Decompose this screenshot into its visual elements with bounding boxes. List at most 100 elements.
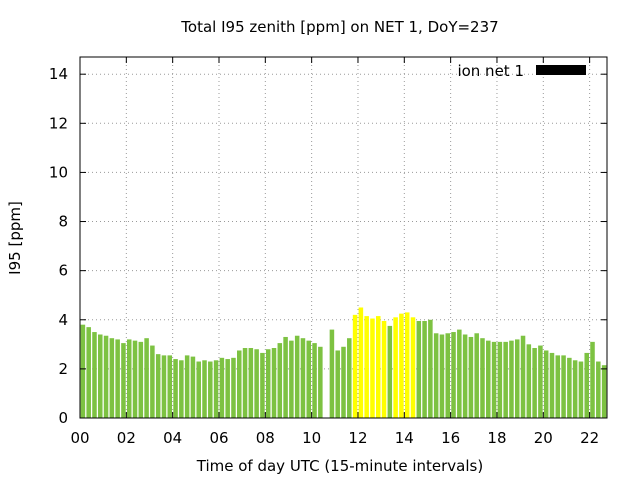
y-tick-label: 14 — [49, 65, 68, 83]
bar — [601, 365, 607, 418]
bar — [497, 341, 503, 418]
bar — [318, 346, 323, 418]
bar — [445, 333, 450, 418]
bar — [92, 332, 97, 418]
legend-swatch — [536, 65, 586, 75]
bar — [179, 360, 184, 418]
bar — [561, 355, 566, 418]
bar — [155, 354, 161, 418]
bar — [208, 361, 213, 418]
bar — [468, 336, 474, 418]
plot-frame — [79, 56, 608, 419]
x-axis-label: Time of day UTC (15-minute intervals) — [196, 457, 483, 475]
bar — [219, 357, 225, 418]
bar — [375, 316, 381, 418]
bar — [596, 361, 601, 418]
bar — [277, 343, 283, 418]
bar — [416, 321, 422, 418]
bar — [364, 316, 369, 418]
bar — [410, 317, 416, 418]
bar — [144, 338, 149, 418]
bar — [254, 349, 259, 418]
bar — [150, 345, 155, 418]
bar — [231, 357, 236, 418]
bar — [167, 355, 173, 418]
bar — [584, 352, 589, 418]
bar — [578, 361, 584, 418]
grid — [80, 57, 607, 418]
bar — [474, 333, 479, 418]
bar — [80, 324, 86, 418]
bar — [132, 340, 138, 418]
y-axis-label: I95 [ppm] — [6, 201, 24, 275]
x-tick-label: 02 — [117, 429, 136, 447]
bar — [242, 348, 248, 418]
bar — [86, 327, 91, 418]
bar — [387, 325, 393, 418]
bar — [480, 338, 485, 418]
bar — [260, 352, 265, 418]
y-tick-label: 8 — [58, 213, 68, 231]
bar — [265, 349, 271, 418]
bar — [462, 334, 468, 418]
bar — [433, 333, 439, 418]
bar — [590, 341, 595, 418]
bar — [161, 355, 167, 418]
bar — [543, 350, 549, 418]
bar — [190, 356, 196, 418]
legend: ion net 1 — [457, 62, 586, 80]
x-tick-label: 00 — [70, 429, 89, 447]
bar — [121, 343, 126, 418]
bar — [184, 355, 190, 418]
y-tick-label: 12 — [49, 114, 68, 132]
bars — [80, 307, 607, 418]
bar — [306, 340, 312, 418]
x-tick-label: 20 — [534, 429, 553, 447]
bar — [173, 359, 178, 418]
bar — [109, 338, 115, 418]
bar — [381, 321, 387, 418]
bar — [358, 307, 364, 418]
bar — [572, 360, 578, 418]
bar — [271, 348, 277, 418]
bar — [283, 336, 288, 418]
bar — [289, 340, 294, 418]
bar — [352, 314, 358, 418]
bar — [549, 352, 555, 418]
bar — [225, 359, 230, 418]
bar — [503, 341, 508, 418]
bar — [509, 340, 514, 418]
bar — [399, 313, 404, 418]
bar — [138, 341, 144, 418]
bar — [329, 329, 335, 418]
legend-label: ion net 1 — [457, 62, 524, 80]
bar — [514, 339, 520, 418]
bar — [404, 312, 410, 418]
bar — [248, 348, 254, 418]
x-tick-label: 16 — [441, 429, 460, 447]
bar — [335, 350, 340, 418]
x-tick-label: 18 — [487, 429, 506, 447]
bar — [213, 360, 219, 418]
x-tick-label: 10 — [302, 429, 321, 447]
x-tick-label: 06 — [209, 429, 228, 447]
y-tick-label: 2 — [58, 360, 68, 378]
y-tick-label: 6 — [58, 262, 68, 280]
bar — [428, 319, 433, 418]
bar — [300, 338, 306, 418]
bar — [520, 335, 526, 418]
y-tick-label: 0 — [58, 409, 68, 427]
bar — [555, 355, 561, 418]
bar — [439, 334, 445, 418]
bar — [532, 348, 537, 418]
bar — [126, 339, 132, 418]
x-tick-label: 14 — [395, 429, 414, 447]
bar — [341, 346, 346, 418]
y-tick-label: 4 — [58, 311, 68, 329]
x-tick-label: 12 — [348, 429, 367, 447]
bar — [196, 361, 201, 418]
bar — [486, 340, 491, 418]
bar — [451, 332, 456, 418]
bar — [393, 317, 398, 418]
